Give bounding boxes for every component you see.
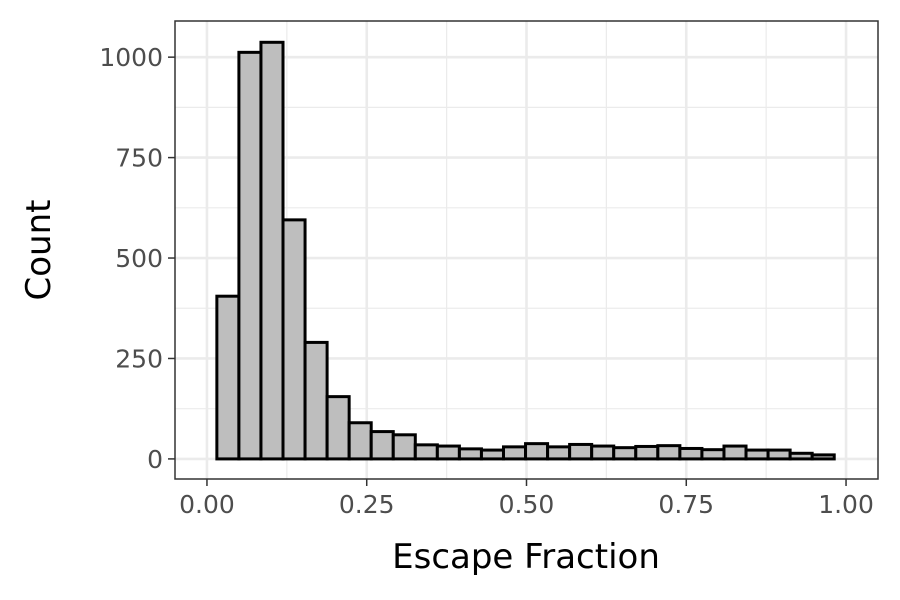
x-tick-label: 0.75 bbox=[658, 490, 714, 519]
histogram-bar bbox=[435, 444, 461, 461]
histogram-bar bbox=[700, 448, 726, 461]
histogram-bar bbox=[325, 395, 351, 461]
y-tick-label: 500 bbox=[115, 244, 163, 273]
histogram-bar bbox=[678, 446, 704, 461]
axis-ticks: 0.00 0.25 0.50 0.75 1.00 0 250 500 750 1000 bbox=[99, 43, 874, 519]
histogram-bar bbox=[259, 40, 285, 461]
histogram-bar bbox=[347, 421, 373, 461]
histogram-bar bbox=[237, 50, 263, 461]
histogram-bar bbox=[524, 442, 550, 461]
x-tick-label: 0.25 bbox=[339, 490, 395, 519]
histogram-bar bbox=[391, 433, 417, 461]
x-tick-label: 0.00 bbox=[179, 490, 235, 519]
histogram-bar bbox=[215, 294, 241, 461]
x-tick-label: 1.00 bbox=[818, 490, 874, 519]
histogram-bars bbox=[215, 40, 836, 461]
histogram-bar bbox=[413, 443, 439, 461]
histogram-bar bbox=[457, 447, 483, 461]
histogram-bar bbox=[568, 442, 594, 461]
histogram-bar bbox=[281, 218, 307, 461]
histogram-bar bbox=[369, 430, 395, 461]
histogram-bar bbox=[766, 448, 792, 461]
y-tick-label: 250 bbox=[115, 344, 163, 373]
histogram-bar bbox=[810, 453, 836, 461]
histogram-bar bbox=[546, 445, 572, 461]
y-axis-title: Count bbox=[19, 200, 59, 301]
y-tick-label: 750 bbox=[115, 144, 163, 173]
y-tick-label: 0 bbox=[147, 445, 163, 474]
x-tick-label: 0.50 bbox=[499, 490, 555, 519]
x-axis-title: Escape Fraction bbox=[392, 537, 660, 577]
histogram-bar bbox=[303, 340, 329, 461]
histogram-bar bbox=[501, 445, 528, 461]
histogram-bar bbox=[744, 448, 770, 461]
y-tick-label: 1000 bbox=[99, 43, 163, 72]
histogram-bar bbox=[656, 444, 682, 461]
histogram-bar bbox=[788, 451, 814, 461]
histogram-bar bbox=[634, 444, 660, 461]
histogram-bar bbox=[479, 448, 505, 461]
histogram-bar bbox=[590, 444, 616, 461]
histogram-bar bbox=[612, 446, 638, 461]
histogram-bar bbox=[722, 444, 748, 461]
